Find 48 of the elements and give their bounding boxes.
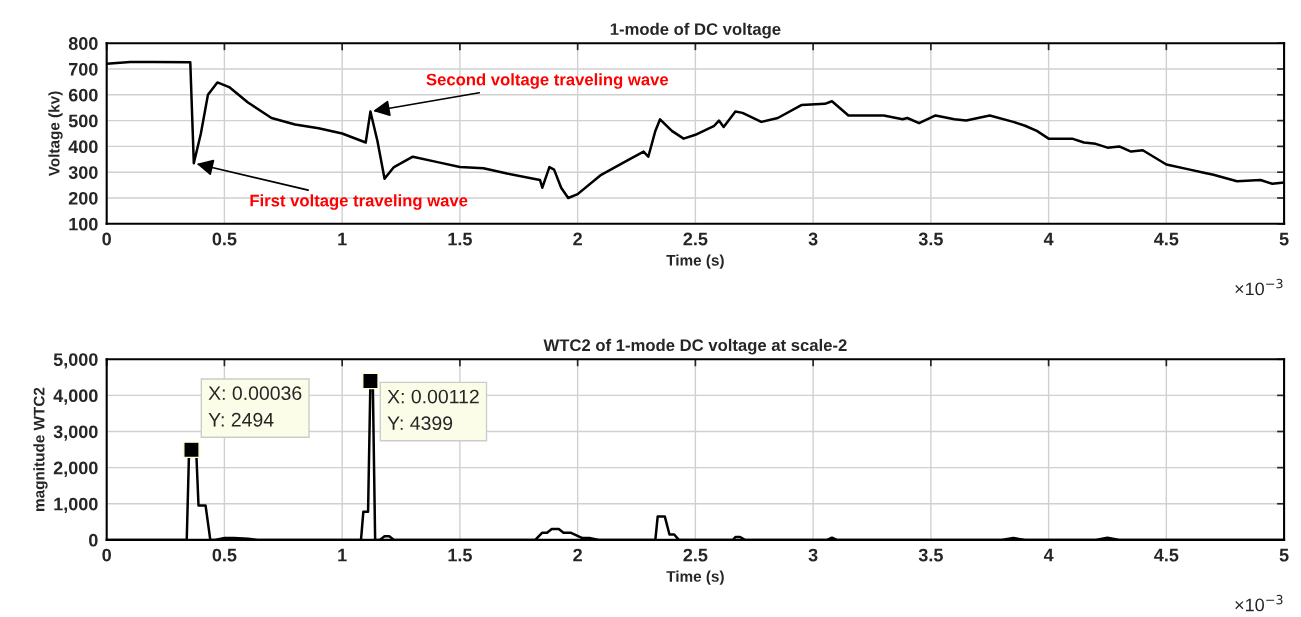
- x-tick-label: 3: [808, 232, 818, 246]
- x-tick-label: 4.5: [1154, 548, 1179, 562]
- x-tick-label: 1: [338, 232, 347, 246]
- y-tick-label: 300: [68, 166, 98, 179]
- annotation: X: 0.00112 Y: 4399: [387, 389, 479, 431]
- x-tick-label: 4: [1043, 232, 1054, 246]
- x-tick-label: 1: [338, 548, 347, 562]
- x-axis-title: Time (s): [666, 570, 724, 585]
- y-tick-label: 800: [68, 37, 98, 50]
- y-tick-label: 200: [68, 191, 98, 205]
- x-tick-label: 2.5: [683, 232, 708, 246]
- text: ×10$^{−3}$: [1235, 278, 1283, 296]
- y-tick-label: 2,000: [53, 461, 98, 477]
- annotation: Second voltage traveling wave: [426, 73, 669, 89]
- y-tick-label: 400: [68, 140, 98, 154]
- chart-title: WTC2 of 1-mode DC voltage at scale-2: [543, 338, 847, 355]
- y-tick-label: 500: [68, 114, 98, 128]
- x-axis-title: Time (s): [666, 254, 724, 269]
- x-tick-label: 2.5: [683, 548, 708, 562]
- x-tick-label: 0.5: [212, 548, 237, 562]
- x-tick-label: 3.5: [918, 548, 943, 562]
- y-axis-title: magnitude WTC2: [33, 387, 48, 511]
- x-tick-label: 0.5: [212, 232, 237, 246]
- y-tick-label: 100: [69, 217, 98, 231]
- y-axis-title: Voltage (kv): [48, 91, 63, 177]
- x-tick-label: 3: [808, 548, 818, 562]
- x-tick-label: 3.5: [918, 232, 943, 246]
- x-tick-label: 1.5: [448, 548, 472, 562]
- y-tick-label: 600: [68, 88, 98, 102]
- x-tick-label: 4: [1043, 548, 1054, 562]
- x-tick-label: 5: [1279, 232, 1289, 246]
- x-tick-label: 2: [573, 548, 582, 562]
- x-tick-label: 1.5: [448, 232, 472, 246]
- x-tick-label: 4.5: [1154, 232, 1179, 246]
- x-tick-label: 0: [102, 232, 111, 246]
- x-tick-label: 0: [102, 548, 111, 562]
- x-tick-label: 5: [1279, 548, 1289, 562]
- y-tick-label: 700: [69, 62, 98, 76]
- text: ×10$^{−3}$: [1235, 594, 1283, 612]
- y-tick-label: 1,000: [54, 497, 98, 514]
- annotation: X: 0.00036 Y: 2494: [208, 386, 302, 427]
- x-tick-label: 2: [573, 232, 582, 246]
- y-tick-label: 0: [89, 533, 98, 547]
- chart-title: 1-mode of DC voltage: [610, 22, 781, 39]
- y-tick-label: 3,000: [53, 425, 98, 441]
- annotation: First voltage traveling wave: [250, 194, 468, 210]
- y-tick-label: 5,000: [53, 353, 98, 369]
- y-tick-label: 4,000: [53, 389, 98, 405]
